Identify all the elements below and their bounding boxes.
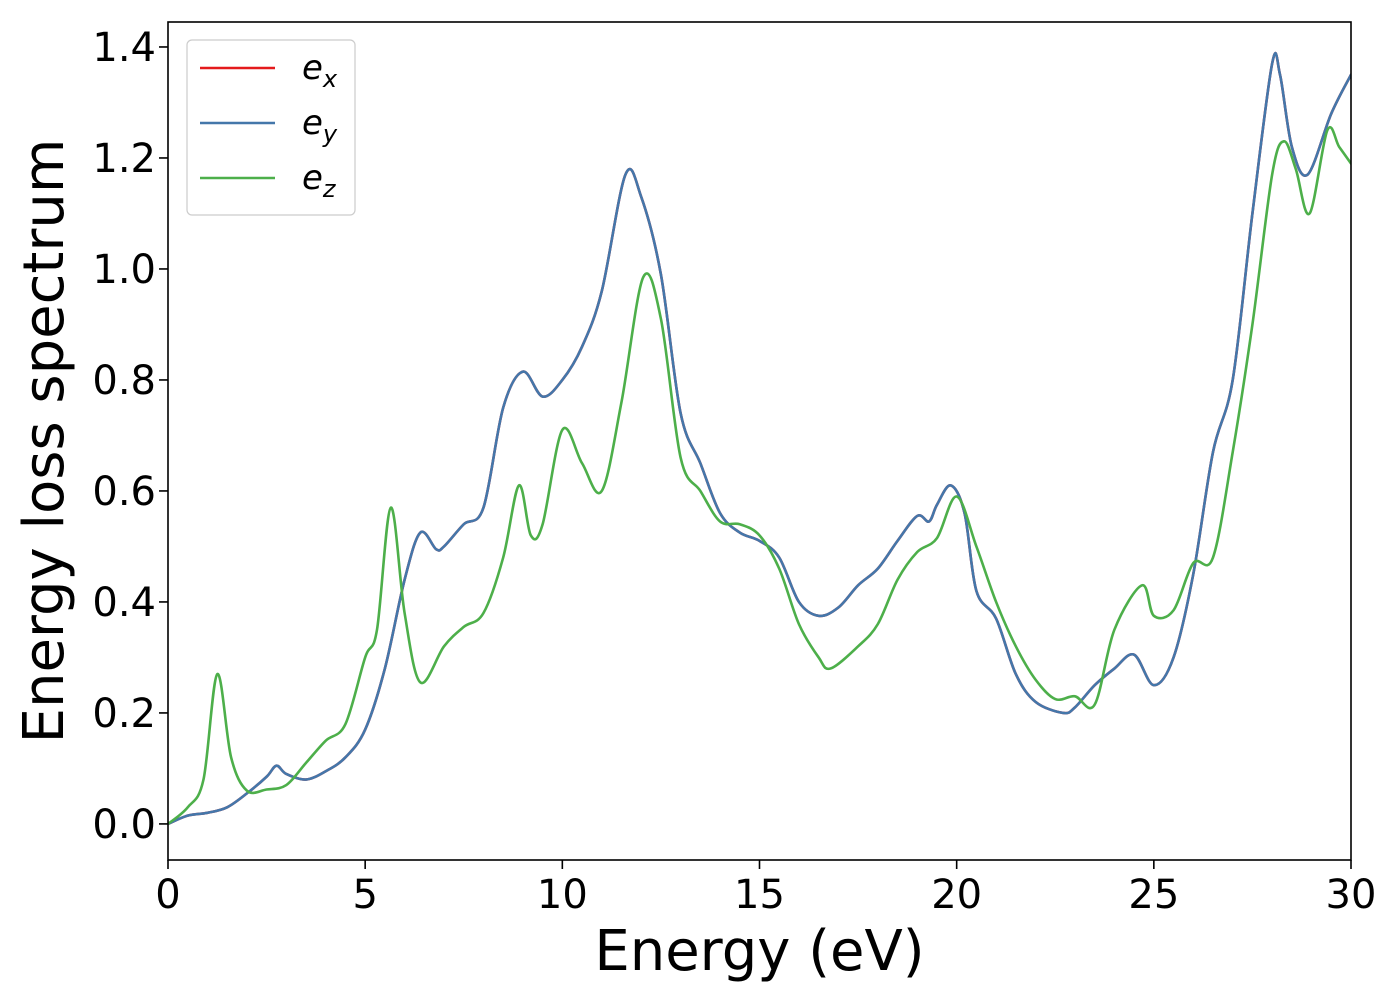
x-tick-label: 0 <box>155 872 180 918</box>
legend-entry-z: ez <box>302 158 337 203</box>
series-line-z <box>168 126 1351 826</box>
y-tick-label: 0.8 <box>92 358 156 404</box>
legend-box <box>186 39 356 216</box>
x-tick-label: 20 <box>931 872 982 918</box>
x-axis-label: Energy (eV) <box>594 919 924 984</box>
x-tick-label: 10 <box>537 872 588 918</box>
legend-entry-y: ey <box>302 103 338 148</box>
legend-entry-x: ex <box>302 48 338 93</box>
y-tick-label: 1.2 <box>92 136 156 182</box>
y-axis-label: Energy loss spectrum <box>12 139 77 744</box>
y-axis: 0.0 0.2 0.4 0.6 0.8 1.0 1.2 1.4 <box>92 25 168 848</box>
legend: ex ey ez <box>186 39 356 216</box>
series-line-y <box>168 52 1351 826</box>
y-tick-label: 1.4 <box>92 25 156 71</box>
x-tick-label: 5 <box>352 872 377 918</box>
x-tick-label: 25 <box>1128 872 1179 918</box>
y-tick-label: 0.2 <box>92 691 156 737</box>
x-tick-label: 15 <box>734 872 785 918</box>
x-tick-label: 30 <box>1326 872 1377 918</box>
y-tick-label: 1.0 <box>92 247 156 293</box>
y-tick-label: 0.4 <box>92 580 156 626</box>
y-tick-label: 0.0 <box>92 802 156 848</box>
y-tick-label: 0.6 <box>92 469 156 515</box>
plot-lines <box>168 52 1351 826</box>
x-axis: 0 5 10 15 20 25 30 <box>155 860 1376 918</box>
